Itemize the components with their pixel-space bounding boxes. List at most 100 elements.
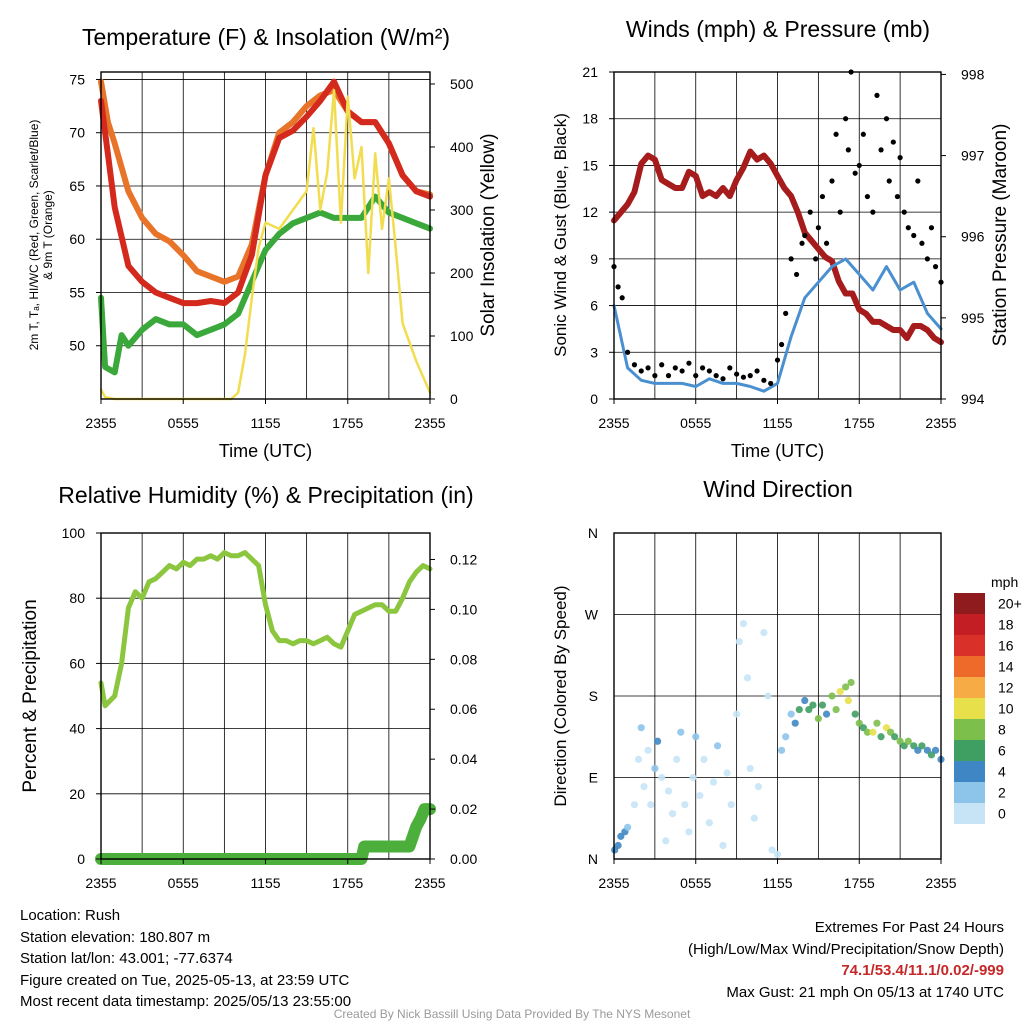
gust-point bbox=[783, 310, 789, 316]
y-tick-label: 80 bbox=[69, 590, 85, 606]
gust-point bbox=[659, 362, 665, 368]
y-axis-label: 2m T, Tₐ, HI/WC (Red, Green, Scarlet/Blu… bbox=[27, 120, 55, 351]
direction-point bbox=[677, 728, 685, 736]
y-tick-label: S bbox=[589, 688, 598, 704]
y-tick-label: W bbox=[585, 607, 599, 623]
direction-point bbox=[842, 683, 850, 691]
colorbar-swatch bbox=[954, 782, 985, 803]
direction-point bbox=[743, 674, 752, 682]
x-tick-label: 1755 bbox=[332, 415, 363, 431]
gust-point bbox=[802, 232, 808, 239]
direction-point bbox=[877, 733, 885, 741]
gust-point bbox=[778, 341, 785, 348]
gust-point bbox=[672, 365, 678, 371]
y-tick-label: 50 bbox=[69, 338, 85, 354]
y2-tick-label: 0.06 bbox=[450, 701, 477, 717]
direction-point bbox=[664, 787, 673, 795]
x-tick-label: 0555 bbox=[680, 415, 711, 431]
y-axis-label: Direction (Colored By Speed) bbox=[551, 585, 570, 806]
direction-point bbox=[750, 814, 758, 822]
direction-point bbox=[651, 764, 659, 773]
gust-point bbox=[890, 139, 896, 145]
extremes-title: Extremes For Past 24 Hours bbox=[814, 919, 1004, 936]
colorbar-label: 8 bbox=[998, 722, 1006, 738]
colorbar-title: mph bbox=[991, 574, 1018, 590]
direction-point bbox=[673, 755, 681, 763]
gust-point bbox=[928, 225, 935, 231]
colorbar-swatch bbox=[954, 740, 985, 761]
gust-point bbox=[807, 209, 813, 215]
gust-point bbox=[845, 147, 851, 153]
direction-point bbox=[844, 696, 852, 705]
gust-point bbox=[856, 162, 862, 169]
colorbar-label: 14 bbox=[998, 659, 1014, 675]
y-tick-label: 12 bbox=[582, 204, 598, 220]
direction-point bbox=[746, 764, 754, 773]
y2-tick-label: 500 bbox=[450, 76, 474, 92]
gust-point bbox=[754, 368, 760, 374]
direction-point bbox=[640, 782, 648, 791]
colorbar-swatch bbox=[954, 803, 985, 824]
y-tick-label: 55 bbox=[69, 284, 85, 300]
direction-point bbox=[777, 746, 786, 754]
gust-point bbox=[815, 225, 821, 231]
direction-point bbox=[614, 841, 622, 850]
y-tick-label: 15 bbox=[582, 157, 598, 173]
y-tick-label: 100 bbox=[62, 525, 86, 541]
chart-title: Relative Humidity (%) & Precipitation (i… bbox=[58, 482, 473, 508]
max-gust-text: Max Gust: 21 mph On 05/13 at 1740 UTC bbox=[726, 983, 1004, 1001]
direction-point bbox=[735, 638, 743, 646]
series-line-0-2 bbox=[98, 193, 433, 376]
y-tick-label: 75 bbox=[69, 71, 85, 87]
direction-point bbox=[754, 782, 763, 791]
y-tick-label: E bbox=[589, 770, 598, 786]
colorbar-swatch bbox=[954, 719, 985, 740]
colorbar-label: 2 bbox=[998, 785, 1006, 801]
x-tick-label: 1155 bbox=[250, 875, 280, 891]
colorbar-label: 0 bbox=[998, 806, 1006, 822]
created-text: Figure created on Tue, 2025-05-13, at 23… bbox=[20, 971, 350, 989]
y-tick-label: 65 bbox=[69, 178, 85, 194]
direction-point bbox=[658, 773, 666, 782]
direction-point bbox=[764, 692, 772, 700]
direction-point bbox=[873, 719, 881, 727]
x-tick-label: 0555 bbox=[680, 875, 711, 891]
gust-point bbox=[699, 365, 706, 371]
gust-point bbox=[706, 368, 712, 374]
gust-point bbox=[740, 374, 747, 380]
gust-point bbox=[686, 360, 692, 366]
direction-point bbox=[931, 746, 940, 754]
y-axis-label: Percent & Precipitation bbox=[20, 599, 41, 792]
colorbar-label: 20+ bbox=[998, 596, 1022, 612]
gust-point bbox=[720, 376, 726, 382]
y2-tick-label: 0.12 bbox=[450, 551, 477, 567]
direction-point bbox=[818, 701, 827, 709]
x-tick-label: 0555 bbox=[168, 415, 199, 431]
x-tick-label: 2355 bbox=[925, 415, 956, 431]
x-tick-label: 1155 bbox=[250, 415, 280, 431]
extremes-values: 74.1/53.4/11.1/0.02/-999 bbox=[841, 962, 1004, 979]
gust-point bbox=[631, 362, 638, 368]
direction-point bbox=[654, 737, 662, 745]
gust-point bbox=[615, 284, 621, 290]
x-tick-label: 1155 bbox=[762, 415, 792, 431]
y-tick-label: 18 bbox=[582, 111, 598, 127]
x-tick-label: 2355 bbox=[598, 415, 629, 431]
colorbar-label: 16 bbox=[998, 638, 1014, 654]
x-tick-label: 2355 bbox=[85, 415, 116, 431]
gust-point bbox=[911, 232, 917, 239]
y-tick-label: 0 bbox=[590, 391, 598, 407]
gust-point bbox=[713, 373, 719, 379]
direction-point bbox=[773, 850, 782, 859]
y-tick-label: 60 bbox=[69, 231, 85, 247]
gust-point bbox=[915, 178, 921, 184]
gust-point bbox=[727, 365, 733, 371]
direction-point bbox=[644, 746, 652, 754]
x-tick-label: 2355 bbox=[925, 875, 956, 891]
gust-point bbox=[747, 373, 753, 379]
gust-point bbox=[924, 256, 930, 262]
gust-point bbox=[813, 256, 819, 262]
direction-point bbox=[637, 724, 645, 732]
gust-point bbox=[874, 92, 880, 98]
direction-point bbox=[851, 710, 859, 718]
